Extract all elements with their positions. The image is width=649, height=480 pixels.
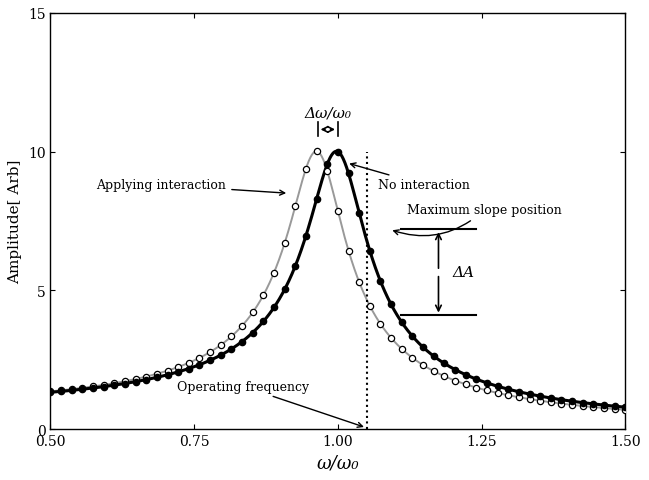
- Text: No interaction: No interaction: [350, 164, 470, 192]
- Text: Δω/ω₀: Δω/ω₀: [304, 107, 351, 120]
- X-axis label: ω/ω₀: ω/ω₀: [317, 454, 359, 472]
- Text: Applying interaction: Applying interaction: [96, 179, 285, 196]
- Text: Maximum slope position: Maximum slope position: [394, 204, 561, 236]
- Text: ΔA: ΔA: [453, 266, 475, 280]
- Text: Operating frequency: Operating frequency: [177, 380, 363, 427]
- Y-axis label: Amplitude[ Arb]: Amplitude[ Arb]: [8, 159, 22, 284]
